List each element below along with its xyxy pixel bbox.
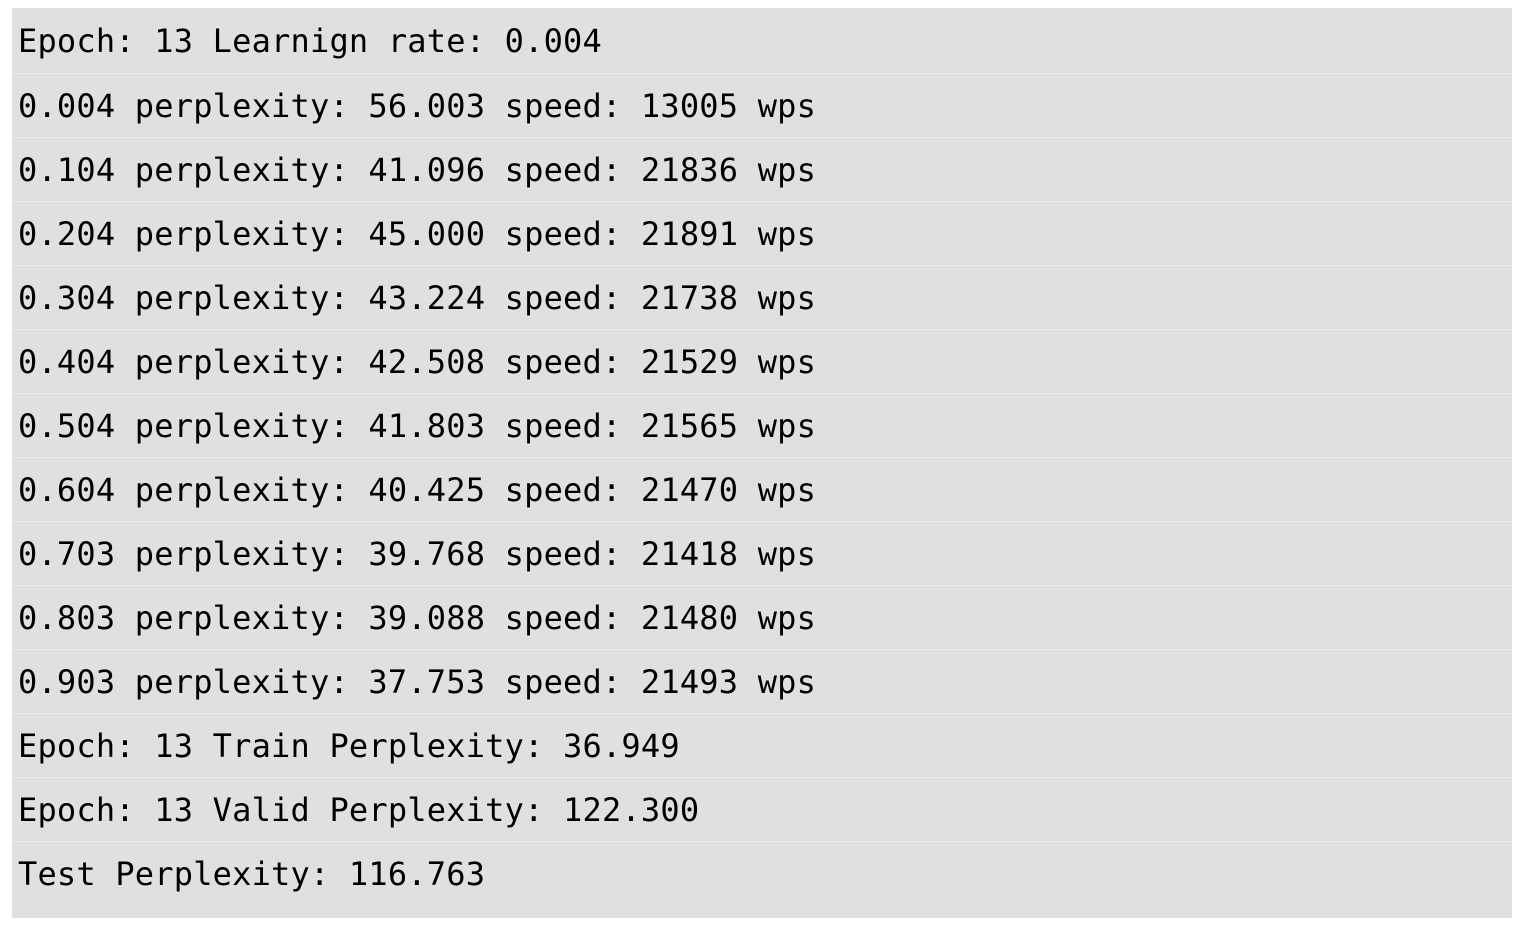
log-line-progress: 0.504 perplexity: 41.803 speed: 21565 wp… <box>12 394 1512 458</box>
log-line-train-perplexity: Epoch: 13 Train Perplexity: 36.949 <box>12 714 1512 778</box>
log-line-progress: 0.803 perplexity: 39.088 speed: 21480 wp… <box>12 586 1512 650</box>
log-line-progress: 0.104 perplexity: 41.096 speed: 21836 wp… <box>12 138 1512 202</box>
training-log-output: Epoch: 13 Learnign rate: 0.004 0.004 per… <box>12 8 1512 918</box>
log-line-progress: 0.004 perplexity: 56.003 speed: 13005 wp… <box>12 74 1512 138</box>
log-line-progress: 0.604 perplexity: 40.425 speed: 21470 wp… <box>12 458 1512 522</box>
log-line-epoch-header: Epoch: 13 Learnign rate: 0.004 <box>12 8 1512 74</box>
log-line-progress: 0.204 perplexity: 45.000 speed: 21891 wp… <box>12 202 1512 266</box>
log-line-test-perplexity: Test Perplexity: 116.763 <box>18 855 486 893</box>
log-line-progress: 0.703 perplexity: 39.768 speed: 21418 wp… <box>12 522 1512 586</box>
log-line-progress: 0.404 perplexity: 42.508 speed: 21529 wp… <box>12 330 1512 394</box>
log-line-progress: 0.903 perplexity: 37.753 speed: 21493 wp… <box>12 650 1512 714</box>
log-line-valid-perplexity: Epoch: 13 Valid Perplexity: 122.300 <box>12 778 1512 842</box>
log-line-progress: 0.304 perplexity: 43.224 speed: 21738 wp… <box>12 266 1512 330</box>
